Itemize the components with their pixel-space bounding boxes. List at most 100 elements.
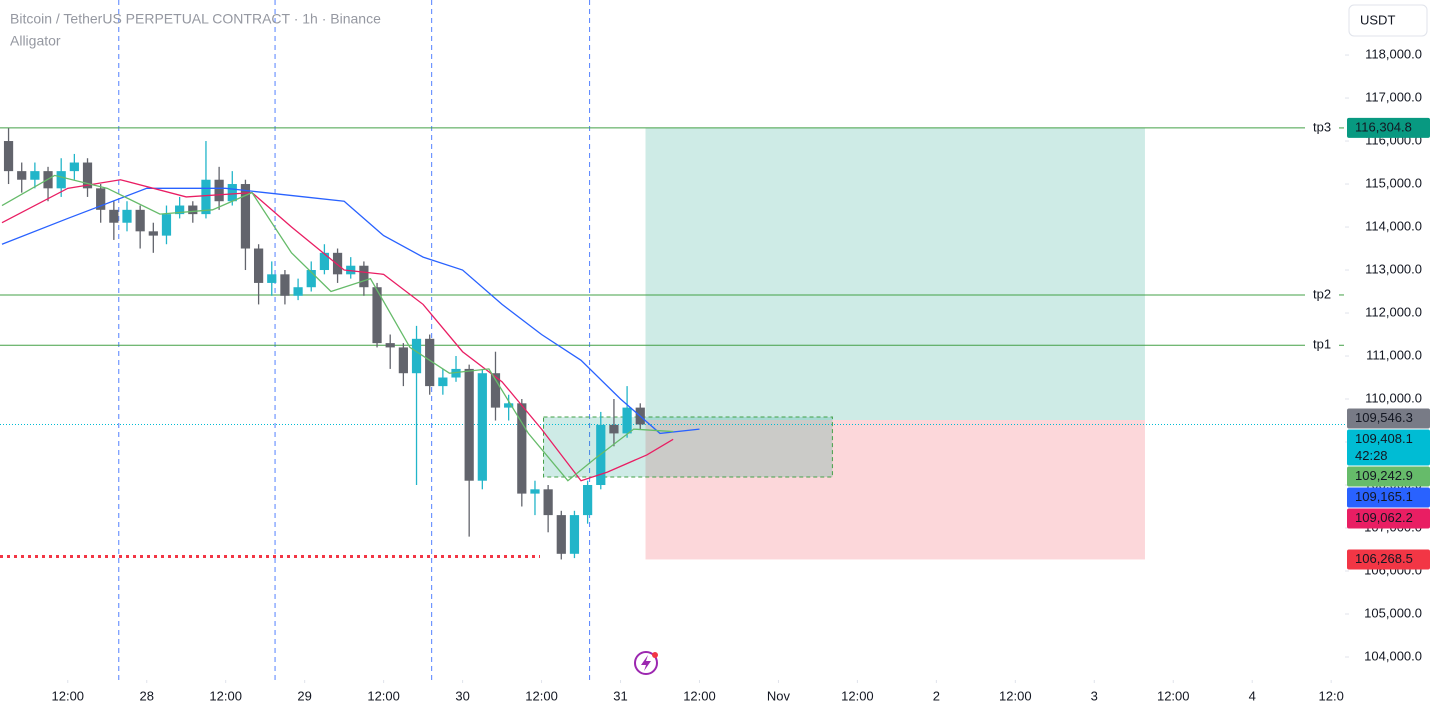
price-label-bg <box>1347 549 1430 570</box>
stop-zone <box>645 419 1145 560</box>
y-tick-label: 115,000.0 <box>1365 175 1422 190</box>
alert-icon[interactable] <box>634 651 658 675</box>
y-tick-label: 104,000.0 <box>1364 648 1422 663</box>
price-label-bg <box>1347 487 1430 508</box>
price-label: 109,408.1 <box>1355 431 1413 446</box>
price-label-bg <box>1347 429 1430 466</box>
indicator-line <box>1 187 700 435</box>
price-label: 106,268.5 <box>1355 551 1413 566</box>
price-label: 116,304.8 <box>1355 119 1412 134</box>
candle-body <box>583 485 593 516</box>
x-tick-label: Nov <box>767 688 791 703</box>
x-tick-label: 12:00 <box>367 688 400 703</box>
y-tick-label: 113,000.0 <box>1365 261 1422 276</box>
candle-body <box>556 515 566 554</box>
candle-body <box>332 252 343 275</box>
candle-body <box>69 162 79 172</box>
candle-body <box>411 338 422 374</box>
candle-body <box>267 274 277 283</box>
candle-body <box>82 162 93 189</box>
candle-body <box>201 179 211 215</box>
y-tick-label: 117,000.0 <box>1365 89 1422 104</box>
x-tick-label: 4 <box>1249 688 1256 703</box>
candle-body <box>477 373 487 481</box>
candle-body <box>464 368 474 481</box>
price-label-bg <box>1347 508 1430 529</box>
level-label: tp3 <box>1313 119 1331 134</box>
x-tick-label: 12:00 <box>52 688 85 703</box>
x-tick-label: 31 <box>613 688 627 703</box>
candle-body <box>609 424 619 434</box>
chart-title: Bitcoin / TetherUS PERPETUAL CONTRACT · … <box>10 11 381 27</box>
currency-button[interactable] <box>1348 4 1428 37</box>
x-tick-label: 30 <box>455 688 469 703</box>
price-label: 109,165.1 <box>1355 489 1413 504</box>
x-tick-label: 12:00 <box>209 688 242 703</box>
y-tick-label: 105,000.0 <box>1364 605 1422 620</box>
y-tick-label: 112,000.0 <box>1365 304 1422 319</box>
y-tick-label: 111,000.0 <box>1366 347 1422 362</box>
candle-body <box>109 209 119 223</box>
price-axis-bg <box>1345 40 1434 680</box>
candle-body <box>346 265 356 275</box>
x-tick-label: 2 <box>933 688 940 703</box>
target-zone <box>645 127 1145 420</box>
indicator-name: Alligator <box>10 33 61 49</box>
candle-body <box>175 205 185 215</box>
indicator-line <box>1 174 674 482</box>
currency-label: USDT <box>1360 12 1395 27</box>
x-tick-label: 3 <box>1091 688 1098 703</box>
candle-body <box>490 373 501 408</box>
candle-body <box>240 184 251 249</box>
price-label-bg <box>1347 466 1430 487</box>
candle-body <box>398 347 408 374</box>
candle-body <box>569 515 580 554</box>
candle-body <box>30 171 40 180</box>
x-tick-label: 28 <box>140 688 154 703</box>
candle-body <box>451 368 461 378</box>
countdown: 42:28 <box>1355 448 1388 463</box>
candle-body <box>372 287 382 344</box>
price-label: 109,062.2 <box>1355 510 1413 525</box>
y-tick-label: 118,000.0 <box>1365 46 1422 61</box>
candle-body <box>148 231 158 236</box>
candle-body <box>319 252 330 271</box>
price-label: 109,242.9 <box>1355 468 1413 483</box>
candle-body <box>161 214 172 236</box>
candle-body <box>517 403 527 494</box>
price-label-bg <box>1347 408 1430 429</box>
candle-body <box>214 179 224 202</box>
x-tick-label: 12:00 <box>841 688 874 703</box>
x-tick-label: 29 <box>297 688 311 703</box>
price-label: 109,546.3 <box>1355 410 1413 425</box>
x-tick-label: 12:00 <box>1157 688 1190 703</box>
candle-body <box>359 265 369 288</box>
x-tick-label: 12:00 <box>999 688 1032 703</box>
candle-body <box>293 287 303 296</box>
x-tick-label: 12:00 <box>525 688 558 703</box>
candle-body <box>253 248 264 283</box>
candle-body <box>3 141 14 172</box>
candle-body <box>96 188 106 210</box>
y-tick-label: 110,000.0 <box>1365 390 1422 405</box>
candle-body <box>122 209 132 223</box>
candle-body <box>306 270 316 288</box>
level-label: tp1 <box>1313 337 1331 352</box>
level-label: tp2 <box>1313 286 1331 301</box>
candle-body <box>227 184 237 202</box>
y-tick-label: 114,000.0 <box>1365 218 1422 233</box>
candle-body <box>188 205 198 215</box>
candle-body <box>425 338 435 387</box>
candle-body <box>530 489 540 494</box>
range-box <box>543 416 833 478</box>
price-label-bg <box>1347 117 1430 138</box>
candle-body <box>280 274 290 296</box>
candle-body <box>504 403 514 408</box>
x-tick-label: 12:0 <box>1319 688 1344 703</box>
candle-body <box>543 489 553 516</box>
candle-body <box>56 171 66 189</box>
indicator-line <box>1 179 674 482</box>
candle-body <box>438 377 448 387</box>
